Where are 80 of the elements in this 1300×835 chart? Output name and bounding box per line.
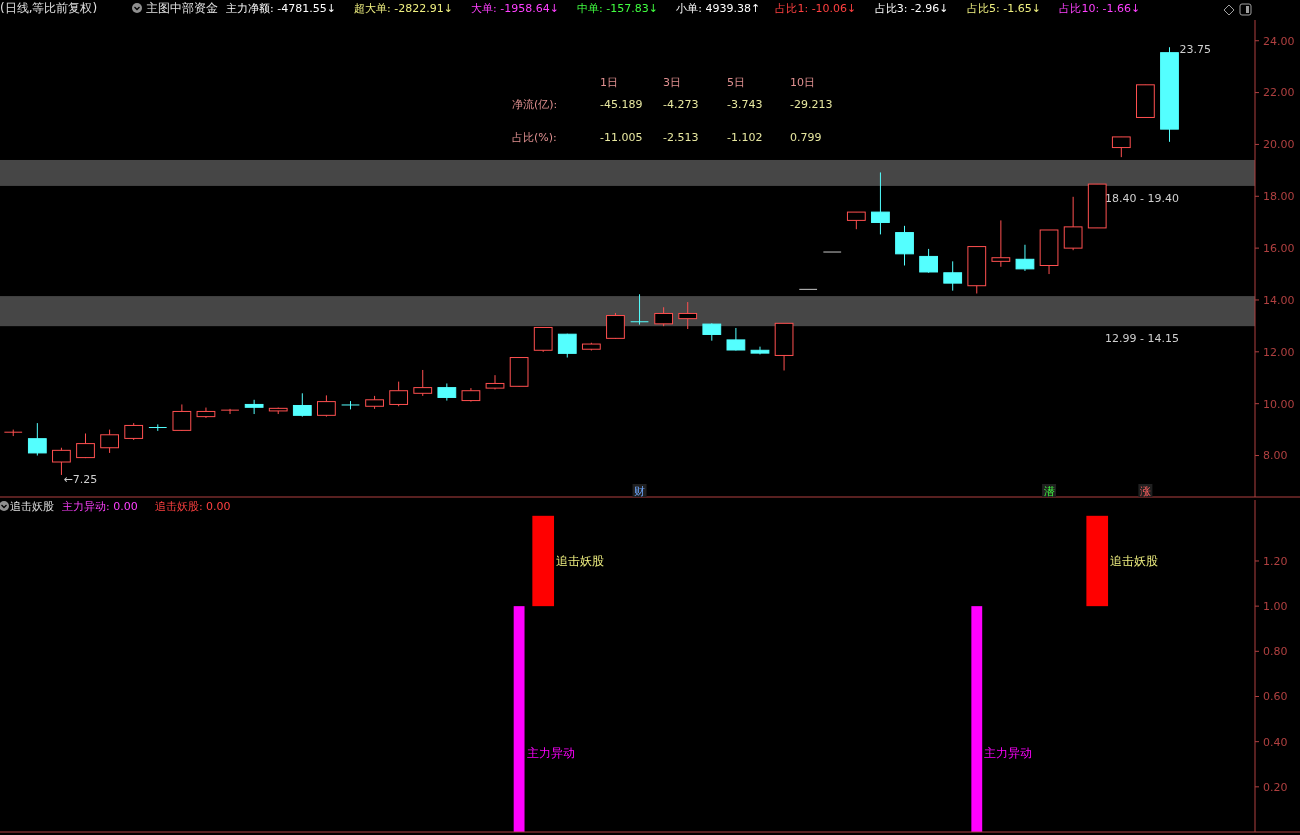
annotation: 潜 — [1043, 485, 1055, 498]
text: 占比10: -1.66↓ — [1059, 2, 1141, 15]
category-label: 5日 — [727, 76, 745, 89]
text: -3.743 — [727, 98, 763, 111]
candlestick — [76, 432, 95, 459]
text: -45.189 — [600, 98, 643, 111]
candlestick — [220, 408, 240, 415]
candlestick — [172, 403, 192, 432]
y-tick-label: 0.20 — [1263, 780, 1288, 794]
candlestick — [292, 392, 312, 418]
y-tick-label: 16.00 — [1263, 241, 1295, 255]
text: -11.005 — [600, 131, 643, 144]
y-tick-label: 0.40 — [1263, 735, 1288, 749]
candlestick — [317, 394, 336, 418]
y-tick-label: 12.00 — [1263, 345, 1295, 359]
text: -2.513 — [663, 131, 699, 144]
category-label: 净流(亿): — [512, 98, 558, 111]
y-tick-label: 18.00 — [1263, 190, 1295, 204]
candlestick — [533, 326, 553, 353]
text: 中单: -157.83↓ — [577, 2, 658, 15]
candlestick — [871, 171, 890, 235]
chart-subtitle: (日线,等比前复权) — [0, 1, 98, 15]
candlestick — [654, 306, 674, 327]
annotation: 财 — [634, 485, 646, 498]
text: 超大单: -2822.91↓ — [354, 2, 453, 15]
y-tick-label: 8.00 — [1263, 449, 1288, 463]
chart-title: 主图中部资金 — [146, 1, 218, 15]
y-tick-label: 20.00 — [1263, 138, 1295, 152]
y-tick-label: 24.00 — [1263, 34, 1295, 48]
text: 0.799 — [790, 131, 822, 144]
category-label: 10日 — [790, 76, 815, 89]
band-label: 12.99 - 14.15 — [1105, 332, 1179, 346]
text: 主力异动 — [984, 746, 1033, 761]
y-tick-label: 14.00 — [1263, 293, 1295, 307]
chart-title: 追击妖股 — [10, 500, 54, 513]
y-tick-label: 1.20 — [1263, 554, 1288, 568]
text: 追击妖股 — [1110, 554, 1159, 569]
category-label: 占比(%): — [512, 131, 557, 144]
candlestick — [678, 301, 698, 330]
annotation: 涨 — [1139, 485, 1151, 498]
text: 大单: -1958.64↓ — [471, 2, 559, 15]
category-label: 1日 — [600, 76, 618, 89]
text: 占比3: -2.96↓ — [874, 2, 949, 15]
candlestick — [895, 225, 914, 266]
y-tick-label: 0.60 — [1263, 690, 1288, 704]
text: 主力净额: -4781.55↓ — [226, 2, 336, 15]
annotation: 主力异动: 0.00 — [62, 500, 138, 513]
text: -4.273 — [663, 98, 699, 111]
annotation: 23.75 — [1179, 43, 1211, 57]
candlestick — [919, 248, 938, 274]
candlestick — [100, 429, 119, 454]
annotation: ←7.25 — [63, 472, 98, 486]
annotation: 追击妖股: 0.00 — [154, 500, 231, 513]
candlestick — [148, 423, 168, 432]
candlestick — [27, 422, 47, 457]
candlestick — [485, 374, 505, 390]
candlestick — [1015, 244, 1035, 272]
y-tick-label: 10.00 — [1263, 397, 1295, 411]
y-tick-label: 22.00 — [1263, 86, 1295, 100]
candlestick — [630, 293, 649, 326]
text: 占比5: -1.65↓ — [967, 2, 1041, 15]
candlestick — [1063, 196, 1083, 251]
y-tick-label: 1.00 — [1263, 600, 1288, 613]
candlestick — [943, 260, 963, 292]
text: 占比1: -10.06↓ — [775, 2, 857, 15]
candlestick — [1111, 136, 1131, 158]
text: -29.213 — [790, 98, 833, 111]
candlestick — [389, 381, 409, 407]
series-label: 追击妖股 — [556, 554, 605, 569]
text: 小单: 4939.38↑ — [676, 2, 761, 15]
candlestick — [413, 369, 433, 397]
candlestick — [52, 447, 71, 476]
candlestick — [606, 312, 625, 340]
text: -1.102 — [727, 131, 763, 144]
candlestick — [991, 219, 1011, 268]
series-label: 主力异动 — [526, 746, 575, 761]
candlestick — [244, 399, 264, 415]
y-tick-label: 0.80 — [1263, 645, 1288, 659]
category-label: 3日 — [663, 76, 681, 89]
candlestick — [726, 327, 746, 352]
